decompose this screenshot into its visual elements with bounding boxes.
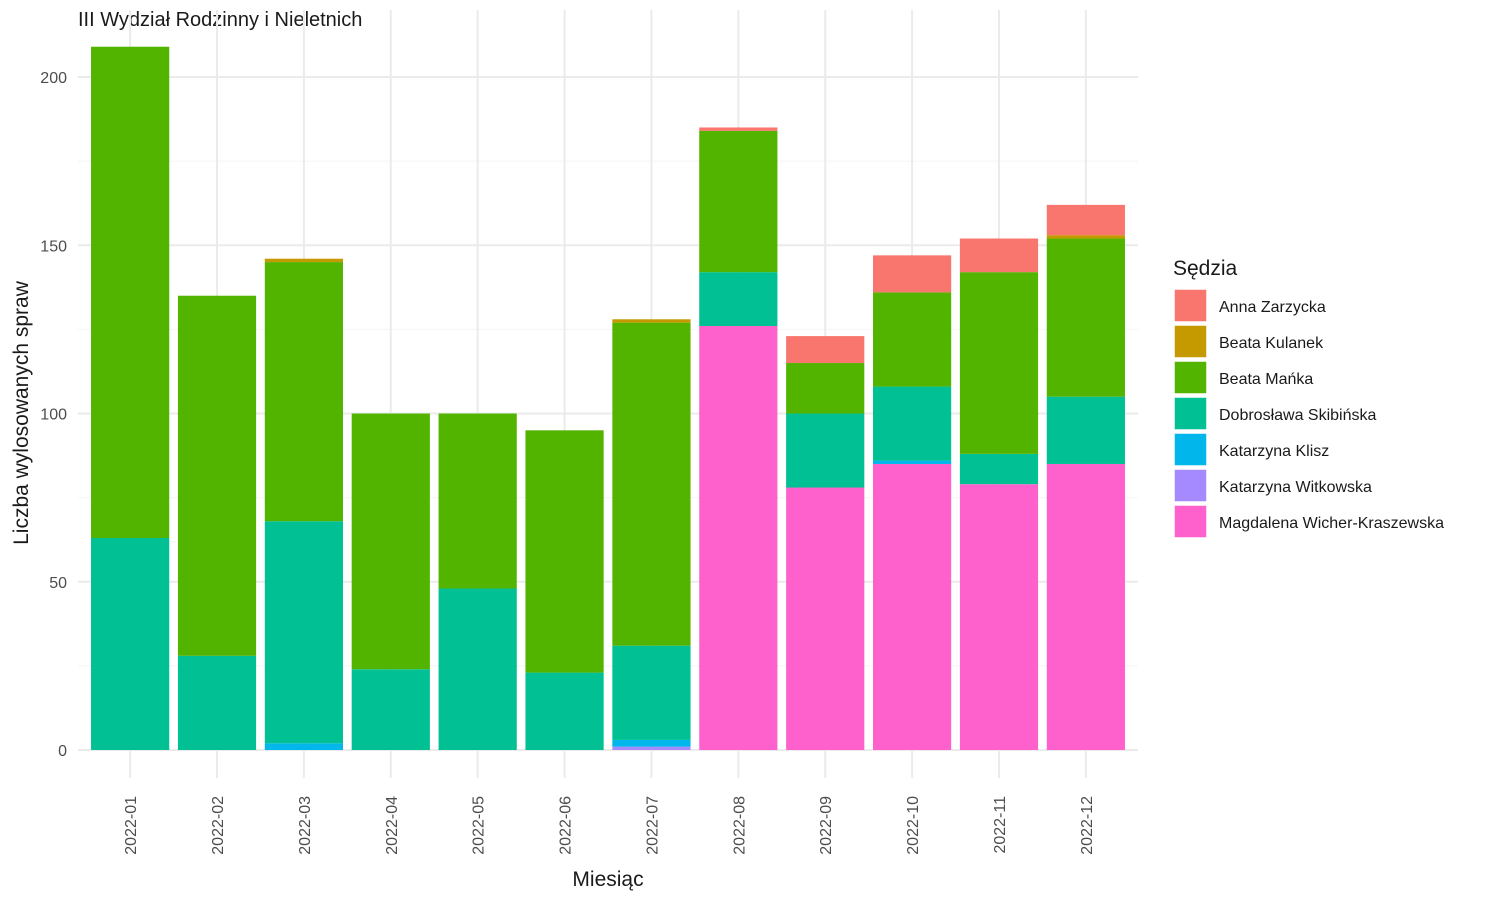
bar-segment (264, 743, 343, 750)
bar-segment (873, 463, 952, 750)
x-axis: 2022-01 2022-02 2022-03 2022-04 2022-05 2022-… (123, 796, 1096, 855)
bar-segment (873, 386, 952, 461)
y-tick-label: 0 (58, 743, 67, 760)
bar-segment (525, 672, 604, 750)
bar-segment (1046, 204, 1125, 236)
bar-segment (699, 272, 778, 327)
legend-title: Sędzia (1173, 257, 1238, 280)
x-tick-label: 2022-03 (297, 796, 314, 855)
legend-key (1173, 288, 1208, 323)
bar-segment (873, 255, 952, 293)
bar-segment (91, 46, 170, 539)
bar-segment (177, 295, 257, 656)
bar-segment (177, 655, 257, 750)
legend-label: Dobrosława Skibińska (1219, 407, 1377, 424)
bar-segment (959, 453, 1039, 485)
bar-segment (959, 484, 1039, 750)
bars (91, 46, 1125, 750)
x-tick-label: 2022-10 (905, 796, 922, 855)
bar-segment (873, 292, 952, 387)
legend-label: Beata Mańka (1219, 371, 1313, 388)
bar-segment (264, 521, 343, 744)
x-tick-label: 2022-01 (123, 796, 140, 855)
legend-label: Magdalena Wicher-Kraszewska (1219, 515, 1444, 532)
legend: Sędzia Anna Zarzycka Beata Kulanek Beata M… (1173, 257, 1444, 539)
bar-segment (612, 645, 691, 740)
bar-segment (91, 538, 170, 750)
x-tick-label: 2022-08 (731, 796, 748, 855)
bar-segment (1046, 463, 1125, 750)
bar-segment (959, 238, 1039, 273)
bar-segment (786, 336, 865, 364)
bar-segment (786, 487, 865, 750)
bar-segment (612, 319, 691, 323)
y-axis: 0 50 100 150 200 (40, 70, 67, 760)
y-tick-label: 100 (40, 407, 67, 424)
bar-segment (699, 130, 778, 273)
bar-segment (786, 363, 865, 414)
bar-segment (1046, 235, 1125, 239)
x-tick-label: 2022-06 (558, 796, 575, 855)
chart-title: III Wydział Rodzinny i Nieletnich (78, 9, 362, 31)
bar-segment (873, 460, 952, 464)
x-tick-label: 2022-04 (384, 796, 401, 855)
bar-segment (699, 326, 778, 750)
y-axis-title: Liczba wylosowanych spraw (10, 280, 33, 545)
bar-segment (959, 272, 1039, 454)
bar-segment (438, 588, 517, 750)
x-tick-label: 2022-02 (210, 796, 227, 855)
legend-key (1173, 396, 1208, 431)
bar-segment (351, 413, 430, 670)
legend-key (1173, 360, 1208, 395)
bar-segment (612, 739, 691, 747)
bar-segment (264, 262, 343, 522)
legend-key (1173, 468, 1208, 503)
y-tick-label: 150 (40, 238, 67, 255)
legend-label: Katarzyna Witkowska (1219, 479, 1372, 496)
bar-segment (351, 669, 430, 750)
bar-segment (438, 413, 517, 589)
x-tick-label: 2022-07 (644, 796, 661, 855)
x-tick-label: 2022-12 (1079, 796, 1096, 855)
bar-segment (264, 258, 343, 263)
legend-label: Anna Zarzycka (1219, 299, 1326, 316)
x-tick-label: 2022-11 (992, 796, 1009, 854)
y-tick-label: 200 (40, 70, 67, 87)
legend-key (1173, 324, 1208, 359)
legend-key (1173, 432, 1208, 467)
bar-segment (525, 430, 604, 673)
bar-segment (1046, 238, 1125, 397)
bar-segment (786, 413, 865, 488)
y-tick-label: 50 (49, 575, 67, 592)
legend-label: Beata Kulanek (1219, 335, 1324, 352)
legend-label: Katarzyna Klisz (1219, 443, 1329, 460)
bar-segment (1046, 396, 1125, 464)
x-tick-label: 2022-05 (471, 796, 488, 855)
legend-key (1173, 504, 1208, 539)
bar-segment (699, 127, 778, 131)
x-tick-label: 2022-09 (818, 796, 835, 855)
x-axis-title: Miesiąc (572, 868, 643, 891)
bar-segment (612, 746, 691, 750)
bar-segment (612, 322, 691, 646)
